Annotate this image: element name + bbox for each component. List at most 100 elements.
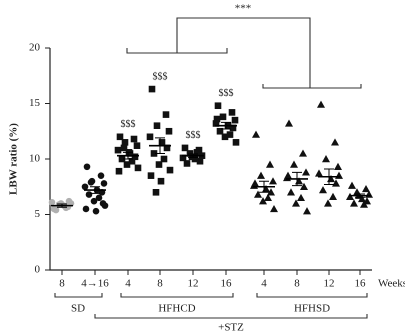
data-point bbox=[196, 157, 204, 165]
data-point bbox=[52, 206, 60, 214]
x-tick-label: 16 bbox=[221, 278, 233, 290]
data-point bbox=[229, 124, 237, 132]
data-point bbox=[257, 171, 265, 179]
x-tick-label: 16 bbox=[355, 278, 367, 290]
x-tick-label: 8 bbox=[157, 278, 163, 290]
data-point bbox=[118, 155, 126, 163]
data-point bbox=[362, 184, 370, 193]
error-bar bbox=[90, 186, 100, 194]
data-point bbox=[290, 160, 298, 168]
data-point bbox=[285, 119, 293, 127]
data-point bbox=[157, 177, 165, 185]
data-point bbox=[302, 168, 310, 176]
group-label: HFHCD bbox=[158, 303, 195, 315]
data-point bbox=[303, 207, 311, 215]
data-point bbox=[297, 193, 305, 202]
y-tick-label: 10 bbox=[29, 153, 41, 165]
data-point bbox=[147, 172, 155, 179]
data-point bbox=[254, 190, 262, 198]
group-label: HFHSD bbox=[294, 303, 330, 315]
error-bar bbox=[355, 193, 365, 198]
data-point bbox=[82, 205, 90, 213]
data-point bbox=[221, 133, 229, 141]
data-point bbox=[284, 171, 292, 179]
error-bar bbox=[57, 203, 67, 208]
y-tick-label: 0 bbox=[35, 264, 41, 276]
data-point bbox=[121, 139, 129, 146]
data-point bbox=[146, 133, 154, 141]
data-point bbox=[212, 120, 220, 127]
data-point bbox=[95, 194, 103, 202]
data-point bbox=[165, 127, 173, 135]
y-tick-label: 20 bbox=[29, 42, 41, 54]
error-bar bbox=[188, 153, 198, 158]
data-point bbox=[114, 146, 122, 154]
data-point bbox=[100, 180, 108, 187]
data-point bbox=[324, 199, 332, 207]
data-point bbox=[252, 130, 260, 138]
data-point bbox=[329, 192, 337, 200]
data-point bbox=[317, 100, 325, 108]
error-bar bbox=[324, 168, 334, 186]
data-point bbox=[81, 183, 89, 191]
data-point bbox=[300, 182, 308, 190]
significance-label: *** bbox=[235, 3, 252, 15]
treatment-label: +STZ bbox=[218, 322, 244, 331]
data-point bbox=[335, 171, 343, 179]
data-point bbox=[315, 169, 323, 177]
error-bar bbox=[221, 121, 231, 130]
x-tick-label: 4 bbox=[261, 278, 267, 290]
data-point bbox=[134, 164, 142, 172]
y-tick-label: 15 bbox=[29, 97, 41, 109]
data-point bbox=[360, 200, 368, 208]
bracket bbox=[94, 314, 368, 319]
data-point bbox=[152, 189, 160, 196]
data-point bbox=[123, 161, 131, 168]
data-point bbox=[232, 139, 240, 146]
data-point bbox=[348, 181, 356, 189]
data-point bbox=[65, 197, 73, 205]
data-point bbox=[350, 199, 358, 207]
data-point bbox=[128, 157, 136, 165]
data-point bbox=[188, 153, 196, 161]
data-point bbox=[153, 122, 161, 129]
data-point bbox=[158, 139, 166, 146]
data-point bbox=[334, 162, 342, 170]
data-point bbox=[163, 144, 171, 152]
data-point bbox=[90, 197, 98, 205]
data-point bbox=[83, 163, 91, 171]
bracket bbox=[54, 293, 103, 298]
data-point bbox=[85, 191, 93, 198]
data-point bbox=[148, 85, 156, 93]
y-tick-label: 5 bbox=[35, 208, 41, 220]
data-point bbox=[133, 142, 141, 149]
x-unit-label: Weeks bbox=[378, 278, 405, 290]
data-point bbox=[193, 149, 201, 156]
data-point bbox=[331, 138, 339, 146]
data-point bbox=[150, 150, 158, 157]
y-axis-label: LBW ratio (%) bbox=[8, 123, 20, 195]
data-point bbox=[269, 177, 277, 185]
significance-bracket bbox=[126, 17, 362, 89]
data-point bbox=[160, 155, 168, 163]
error-bar bbox=[123, 151, 133, 160]
data-point bbox=[162, 111, 170, 118]
x-tick-label: 4 bbox=[125, 278, 131, 290]
data-point bbox=[166, 166, 174, 174]
data-point bbox=[267, 188, 275, 196]
data-point bbox=[251, 179, 259, 187]
data-point bbox=[116, 133, 124, 141]
data-point bbox=[299, 149, 307, 157]
data-point bbox=[231, 116, 239, 124]
bracket bbox=[256, 293, 368, 298]
x-tick-label: 8 bbox=[294, 278, 300, 290]
data-point bbox=[183, 160, 191, 167]
data-point bbox=[130, 135, 138, 143]
data-point bbox=[87, 179, 95, 186]
data-point bbox=[219, 113, 227, 121]
annotation: $$$ bbox=[219, 88, 234, 99]
data-point bbox=[186, 150, 194, 157]
data-point bbox=[216, 127, 224, 135]
axes bbox=[49, 48, 372, 271]
data-point bbox=[131, 153, 139, 161]
